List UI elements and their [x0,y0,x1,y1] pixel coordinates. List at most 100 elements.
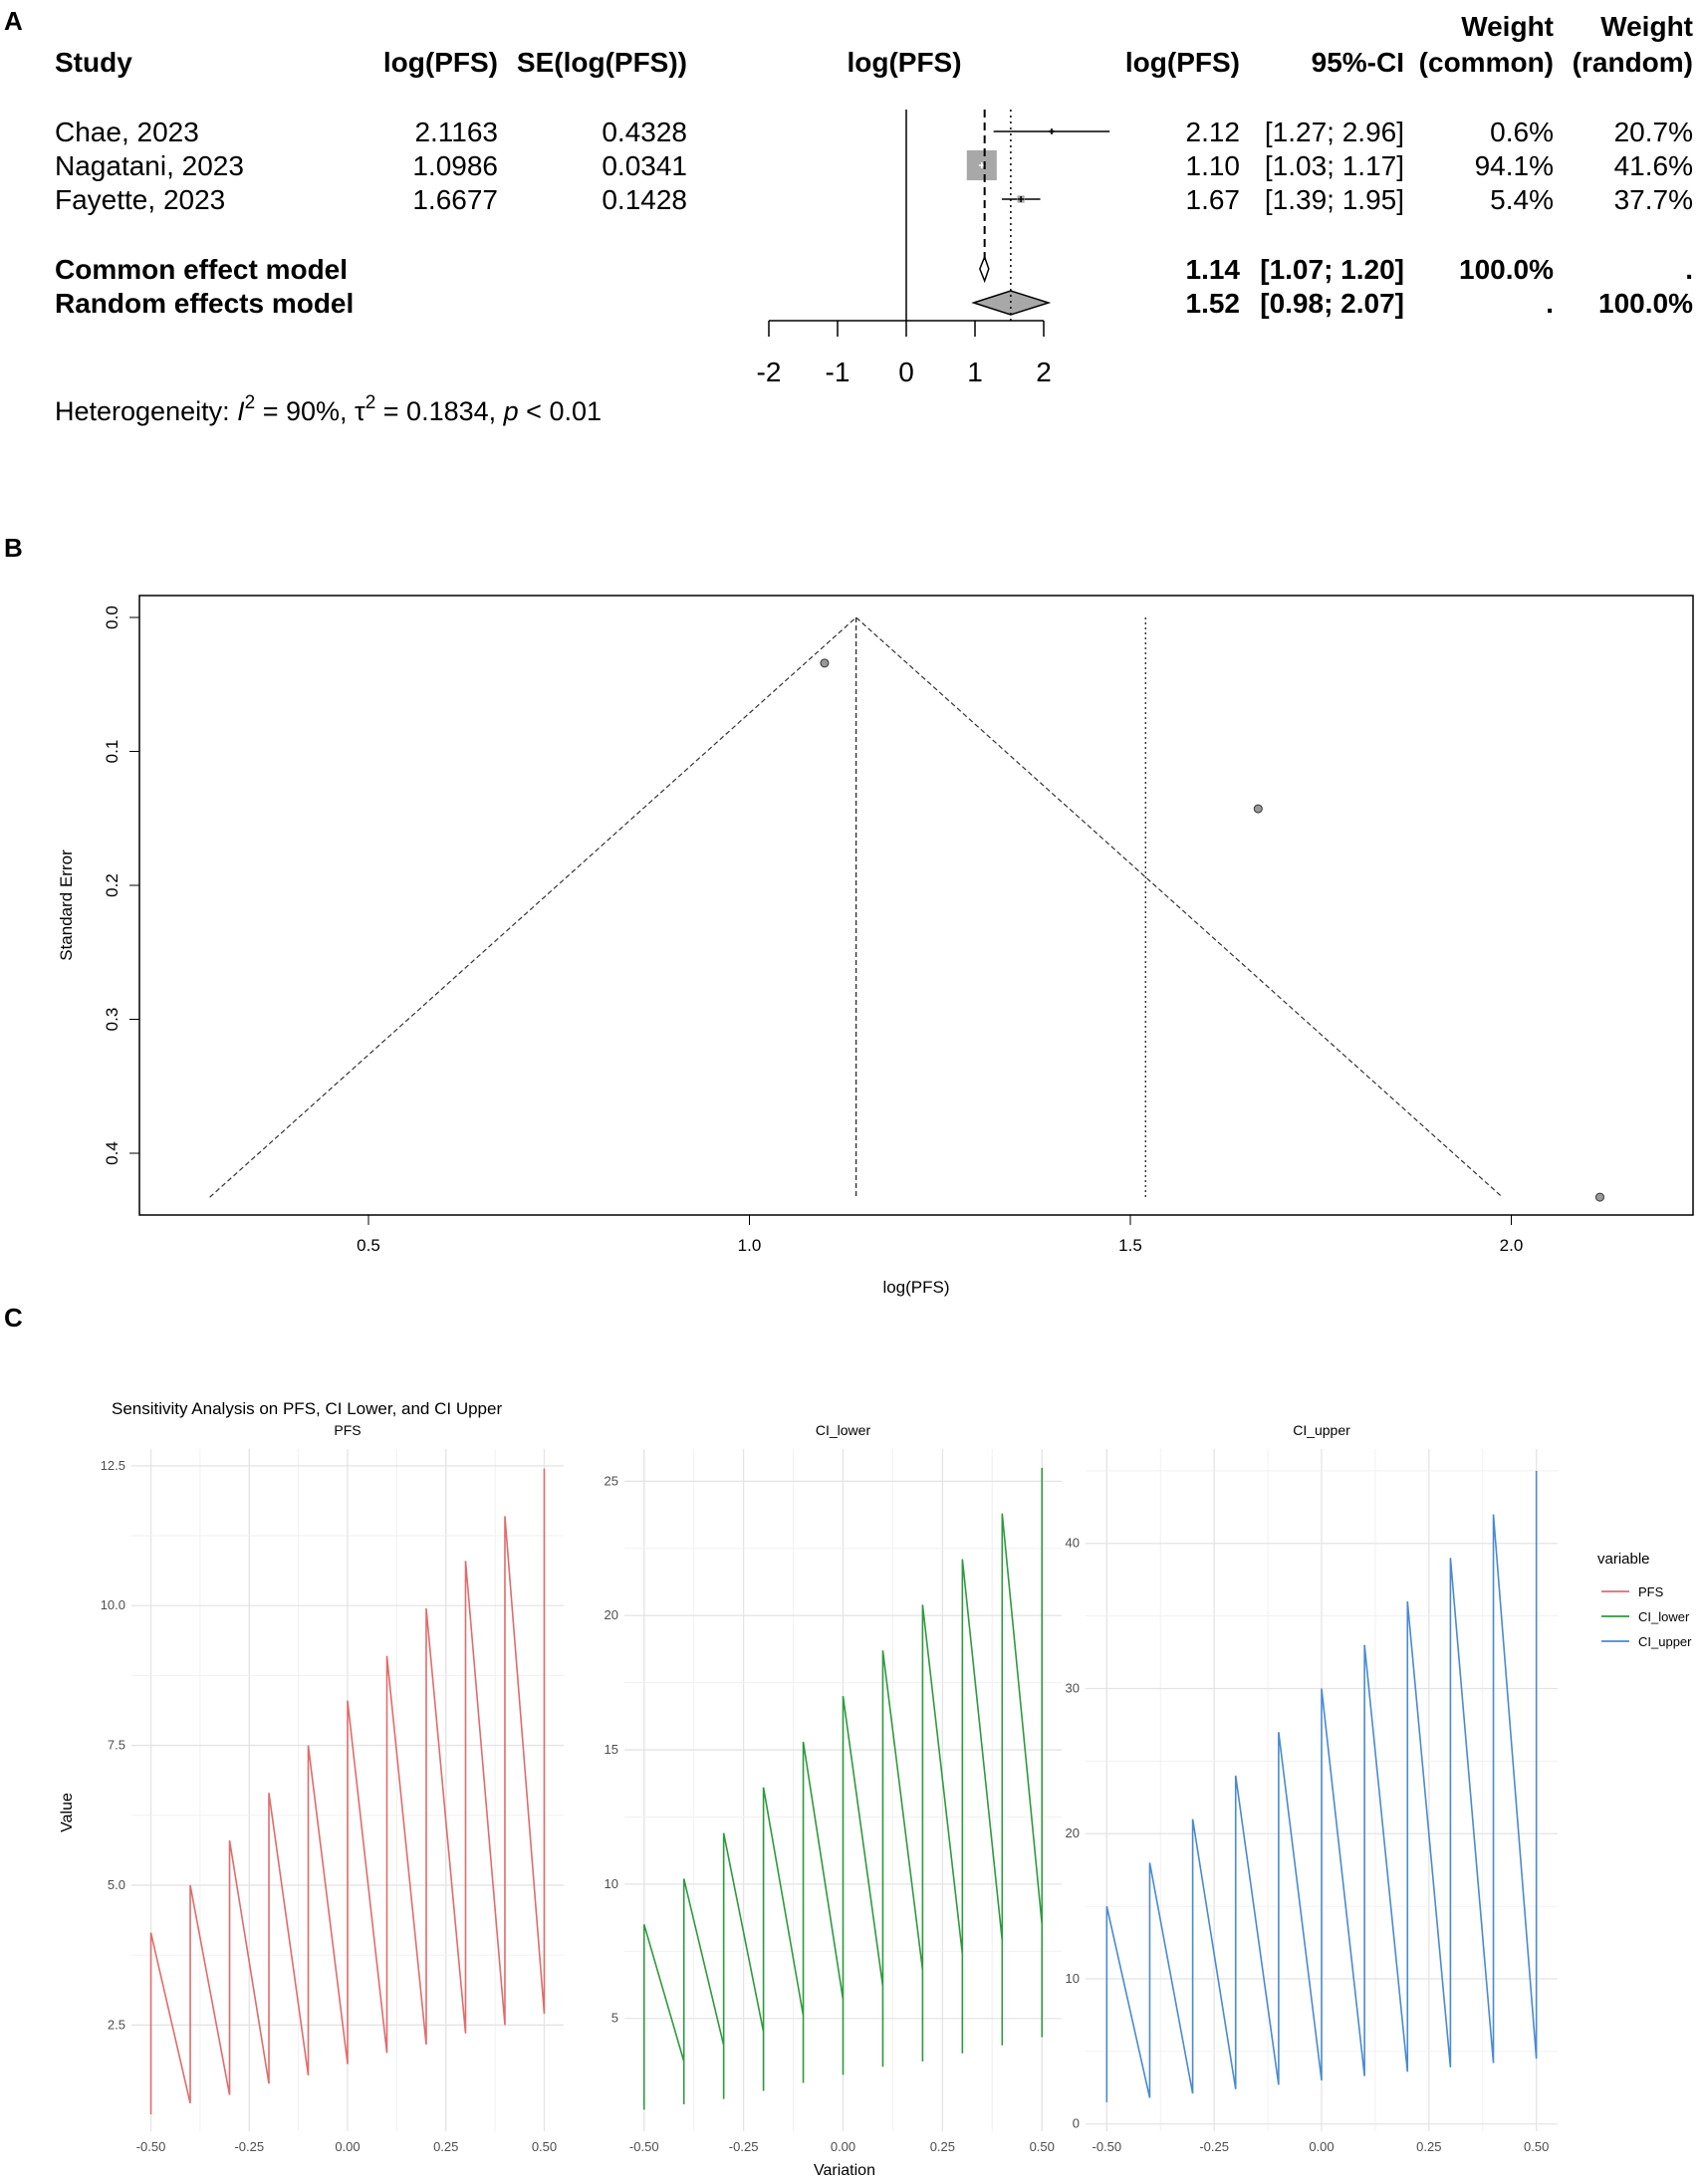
facet-strip-label: PFS [334,1422,361,1438]
funnel-y-tick-label: 0.3 [103,1008,122,1032]
study-name: Nagatani, 2023 [55,150,244,181]
study-ci: [1.27; 2.96] [1265,117,1404,147]
facet-x-tick-label: 0.50 [1524,2139,1549,2154]
forest-x-tick-label: -1 [826,357,851,387]
facet-y-tick-label: 12.5 [101,1458,125,1473]
study-weight-random: 41.6% [1614,150,1693,181]
study-name: Fayette, 2023 [55,184,225,215]
facet-x-tick-label: -0.50 [136,2139,166,2154]
facet-y-tick-label: 20 [1066,1825,1080,1840]
study-effect: 2.12 [1186,117,1241,147]
heterogeneity-i2-symbol: I [237,396,245,426]
model-effect: 1.52 [1186,288,1241,319]
legend-label: CI_upper [1638,1634,1692,1649]
model-weight-common: 100.0% [1459,254,1554,285]
funnel-y-tick-label: 0.4 [103,1141,122,1165]
heterogeneity-tau-value: = 0.1834, [375,396,503,426]
forest-x-tick-label: 2 [1036,357,1052,387]
facet-x-tick-label: -0.25 [1199,2139,1229,2154]
heterogeneity-prefix: Heterogeneity: [55,396,237,426]
study-se: 0.4328 [602,117,687,147]
funnel-y-label: Standard Error [57,849,76,961]
forest-x-tick-label: 1 [967,357,983,387]
facet-y-tick-label: 10.0 [101,1597,125,1612]
panel-a-label: A [4,6,23,36]
sensitivity-title: Sensitivity Analysis on PFS, CI Lower, a… [112,1399,502,1418]
legend-label: CI_lower [1638,1609,1690,1624]
facet-x-tick-label: 0.25 [1416,2139,1441,2154]
heterogeneity-tau-sup: 2 [365,392,376,413]
facet-y-tick-label: 5 [611,2011,618,2026]
legend-label: PFS [1638,1584,1664,1599]
panel-c-label: C [4,1303,23,1333]
forest-plot: Study log(PFS) SE(log(PFS)) log(PFS) log… [55,11,1693,426]
funnel-x-tick-label: 0.5 [357,1236,380,1255]
model-effect: 1.14 [1186,254,1241,285]
facet-x-tick-label: 0.00 [335,2139,360,2154]
common-effect-diamond [979,254,990,284]
funnel-plot-frame [138,595,1694,1216]
facet-y-tick-label: 0 [1073,2116,1080,2131]
study-weight-common: 94.1% [1475,150,1554,181]
model-weight-random: 100.0% [1598,288,1693,319]
funnel-y-tick-label: 0.0 [103,606,122,629]
study-point [820,658,830,668]
model-name: Common effect model [55,254,348,285]
study-point [1594,1192,1604,1202]
facet-strip-label: CI_upper [1293,1422,1350,1438]
facet-series-line-pfs [149,1468,546,2115]
facet-series-line-ci-lower [642,1467,1044,2110]
header-weight-random-bottom: (random) [1573,47,1693,78]
study-effect: 1.10 [1186,150,1241,181]
funnel-x-tick-label: 2.0 [1500,1236,1524,1255]
facet-x-tick-label: 0.25 [433,2139,458,2154]
header-estimate: log(PFS) [383,47,498,78]
facet-x-tick-label: 0.25 [930,2139,955,2154]
facet-y-tick-label: 7.5 [108,1738,125,1753]
study-estimate: 2.1163 [414,117,498,147]
sensitivity-x-label: Variation [814,2162,875,2179]
header-plot: log(PFS) [847,47,961,78]
forest-x-tick-label: 0 [898,357,914,387]
facet-strip-label: CI_lower [816,1422,871,1438]
facet-x-tick-label: 0.00 [1309,2139,1334,2154]
forest-x-tick-label: -2 [757,357,782,387]
study-name: Chae, 2023 [55,117,199,147]
facet-x-tick-label: -0.25 [729,2139,759,2154]
facet-y-tick-label: 15 [605,1742,618,1757]
funnel-x-tick-label: 1.0 [738,1236,762,1255]
header-study: Study [55,47,132,78]
legend-title: variable [1597,1551,1650,1568]
facet-y-tick-label: 2.5 [108,2017,125,2032]
facet-y-tick-label: 10 [605,1876,618,1891]
panel-b-label: B [4,533,23,563]
funnel-contour [209,616,1503,1198]
header-se: SE(log(PFS)) [517,47,687,78]
header-ci: 95%-CI [1312,47,1404,78]
heterogeneity-i2-value: = 90%, [255,396,355,426]
facet-y-tick-label: 10 [1066,1971,1080,1986]
study-se: 0.1428 [602,184,687,215]
header-weight-common-top: Weight [1461,11,1554,42]
study-weight-common: 0.6% [1490,117,1554,147]
heterogeneity: Heterogeneity: I2 = 90%, τ2 = 0.1834, p … [55,392,602,426]
model-ci: [1.07; 1.20] [1260,254,1404,285]
facet-x-tick-label: 0.50 [532,2139,557,2154]
facet-series-line-ci-upper [1105,1470,1538,2102]
heterogeneity-i2-sup: 2 [245,392,256,413]
facet-y-tick-label: 5.0 [108,1877,125,1892]
heterogeneity-tau-symbol: τ [355,396,365,426]
funnel-y-tick-label: 0.1 [103,740,122,764]
facet-x-tick-label: -0.50 [1093,2139,1122,2154]
sensitivity-y-label: Value [59,1793,76,1832]
heterogeneity-p-symbol: p [503,396,519,426]
model-name: Random effects model [55,288,354,319]
funnel-plot: 0.5 1.0 1.5 2.0 0.0 0.1 0.2 0.3 0.4 log(PFS) Sta… [57,595,1694,1297]
facet-x-tick-label: -0.25 [234,2139,264,2154]
facet-y-tick-label: 20 [605,1607,618,1622]
study-weight-random: 20.7% [1614,117,1693,147]
heterogeneity-p-value: < 0.01 [519,396,602,426]
study-point [1253,804,1263,814]
header-weight-common-bottom: (common) [1419,47,1554,78]
header-weight-random-top: Weight [1600,11,1693,42]
